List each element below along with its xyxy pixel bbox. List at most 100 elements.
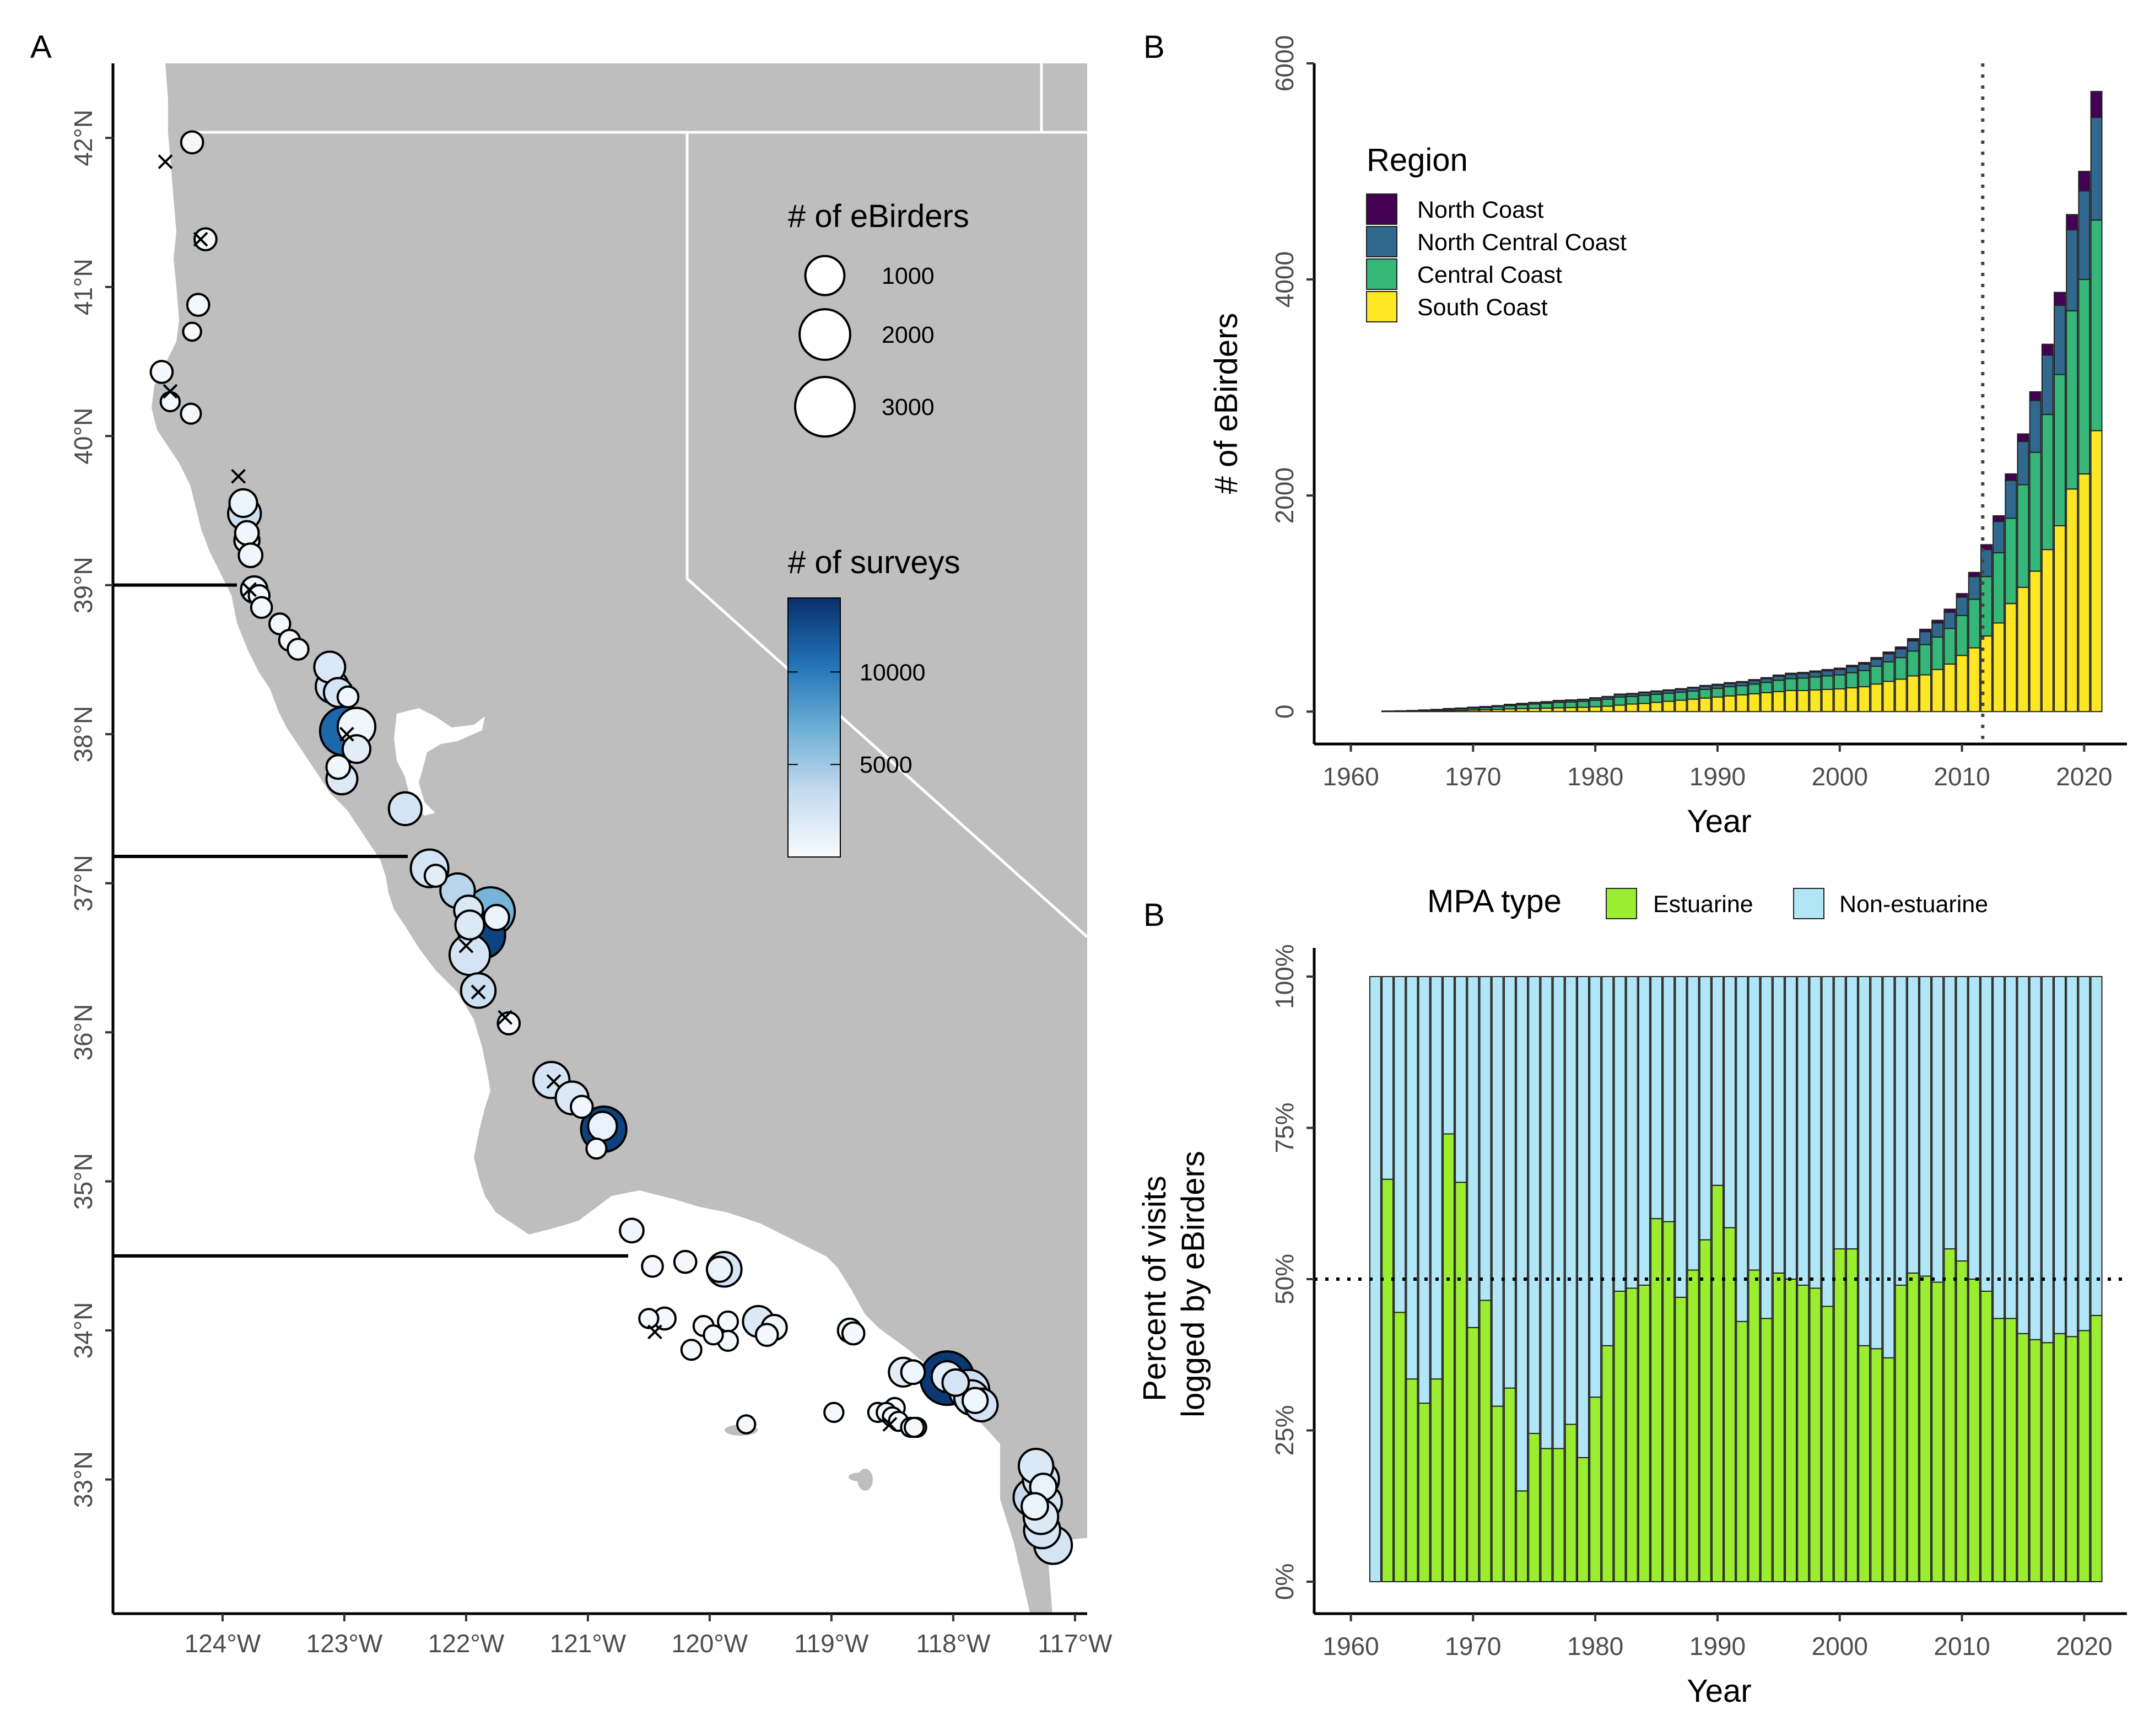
ebirders-bar-segment: [1760, 692, 1773, 713]
percent-bar-segment: [1516, 1490, 1529, 1583]
percent-bar-segment: [1589, 1397, 1602, 1583]
ebirders-bar-segment: [1894, 657, 1907, 680]
ebirders-bar-segment: [1919, 628, 1932, 633]
ebirders-bar-segment: [2090, 117, 2103, 221]
ebirders-bar-segment: [2005, 479, 2017, 519]
site-x-marker: [498, 1010, 513, 1025]
percent-bar-segment: [1760, 1318, 1773, 1583]
ebirders-bar-segment: [2041, 354, 2054, 416]
ebirders-bar-segment: [1993, 622, 2005, 713]
ebirders-bar-segment: [1956, 655, 1968, 713]
ebirders-bar-segment: [1821, 668, 1834, 672]
percent-bar-segment: [1455, 1182, 1467, 1583]
ebirders-bar-segment: [1662, 692, 1675, 702]
percent-bar-segment: [1833, 976, 1846, 1250]
percent-bar-segment: [1748, 976, 1761, 1271]
ebirders-bar-segment: [1785, 678, 1797, 691]
percent-bar-segment: [1919, 1275, 1932, 1582]
ebirders-bar-segment: [1931, 636, 1944, 670]
percent-bar-segment: [1381, 1178, 1394, 1583]
ebirders-bar-segment: [1919, 631, 1932, 645]
percent-bar-segment: [1956, 976, 1968, 1262]
mpa-legend-label: Non-estuarine: [1839, 891, 1988, 918]
percent-bar-segment: [2078, 976, 2091, 1331]
ebirders-bar-segment: [1833, 668, 1846, 676]
b1-x-tick-label: 2010: [1934, 762, 1990, 791]
ebirders-bar-segment: [1626, 703, 1638, 713]
b1-x-tick-label: 2020: [2056, 762, 2112, 791]
site-point: [325, 754, 352, 780]
ebirders-bar-segment: [1993, 515, 2005, 522]
ebirders-bar-segment: [2066, 229, 2078, 311]
ebirders-bar-segment: [1980, 635, 1993, 713]
mpa-legend-title: MPA type: [1427, 883, 1562, 919]
b2-x-tick-label: 2000: [1812, 1632, 1868, 1660]
ebirders-bar-segment: [1907, 675, 1919, 713]
percent-bar-segment: [1894, 1284, 1907, 1582]
site-point: [585, 1137, 608, 1160]
b1-x-tick-label: 1970: [1445, 762, 1501, 791]
percent-bar-segment: [1626, 1287, 1638, 1582]
ebirders-bar-segment: [1894, 678, 1907, 713]
ebirders-bar-segment: [1882, 651, 1895, 655]
ebirders-bar-segment: [1650, 702, 1663, 713]
map-y-tick-label: 33°N: [69, 1451, 98, 1508]
site-point: [180, 130, 204, 155]
ebirders-bar-segment: [1772, 691, 1785, 713]
site-point: [1020, 1492, 1049, 1521]
map-y-tick-label: 42°N: [69, 110, 98, 166]
b2-x-tick-label: 2020: [2056, 1632, 2112, 1660]
percent-bar-segment: [2029, 976, 2042, 1340]
ebirders-bar-segment: [1687, 690, 1699, 700]
ebirders-bar-segment: [1858, 662, 1871, 665]
ebirders-bar-segment: [1576, 707, 1589, 713]
ebirders-bar-segment: [2017, 586, 2029, 713]
ebirders-bar-segment: [1833, 674, 1846, 690]
ebirders-bar-segment: [1760, 677, 1773, 680]
site-point: [619, 1217, 645, 1244]
site-x-marker: [882, 1417, 898, 1432]
percent-bar-segment: [1687, 1269, 1699, 1582]
percent-bar-segment: [1479, 976, 1492, 1301]
percent-bar-segment: [1882, 1357, 1895, 1582]
ebirders-bar-segment: [1736, 694, 1748, 713]
ebirders-bar-segment: [1845, 666, 1858, 673]
b2-x-tick-label: 1960: [1322, 1632, 1379, 1660]
map-x-tick-label: 123°W: [306, 1629, 383, 1658]
site-point: [841, 1321, 866, 1346]
b2-y-tick-label: 0%: [1270, 1564, 1299, 1600]
region-legend-key: [1366, 226, 1397, 257]
ebirders-bar-segment: [1845, 672, 1858, 689]
ebirders-bar-segment: [1772, 680, 1785, 692]
percent-bar-segment: [1381, 976, 1394, 1180]
percent-bar-segment: [1467, 1327, 1480, 1583]
site-point: [638, 1308, 660, 1329]
ebirders-bar-segment: [1968, 647, 1980, 713]
ebirders-bar-segment: [1736, 685, 1748, 696]
percent-bar-segment: [1552, 976, 1565, 1449]
size-legend-label: 1000: [882, 263, 935, 289]
ebirders-bar-segment: [1552, 699, 1565, 702]
ebirders-bar-segment: [1943, 611, 1956, 629]
panel-b-top-tag: B: [1143, 29, 1165, 65]
percent-bar-segment: [1907, 976, 1919, 1274]
percent-bar-segment: [1845, 1248, 1858, 1583]
ebirders-bar-segment: [1675, 691, 1687, 701]
ebirders-bar-segment: [1943, 663, 1956, 713]
site-point: [673, 1249, 698, 1274]
b2-x-tick-label: 1970: [1445, 1632, 1501, 1660]
percent-bar-segment: [1528, 1432, 1541, 1582]
percent-bar-segment: [1576, 1457, 1589, 1582]
size-legend-circle: [804, 255, 846, 296]
site-point: [186, 293, 210, 317]
percent-bar-segment: [1564, 976, 1577, 1425]
percent-bar-segment: [2041, 1342, 2054, 1583]
ebirders-bar-segment: [1724, 682, 1736, 684]
size-legend-circle: [794, 376, 856, 438]
map-x-tick-label: 119°W: [794, 1629, 869, 1658]
percent-bar-segment: [2078, 1330, 2091, 1583]
percent-bar-segment: [1797, 1284, 1810, 1582]
mpa-legend-label: Estuarine: [1653, 891, 1753, 918]
percent-bar-segment: [1736, 976, 1748, 1322]
site-point: [680, 1339, 703, 1361]
